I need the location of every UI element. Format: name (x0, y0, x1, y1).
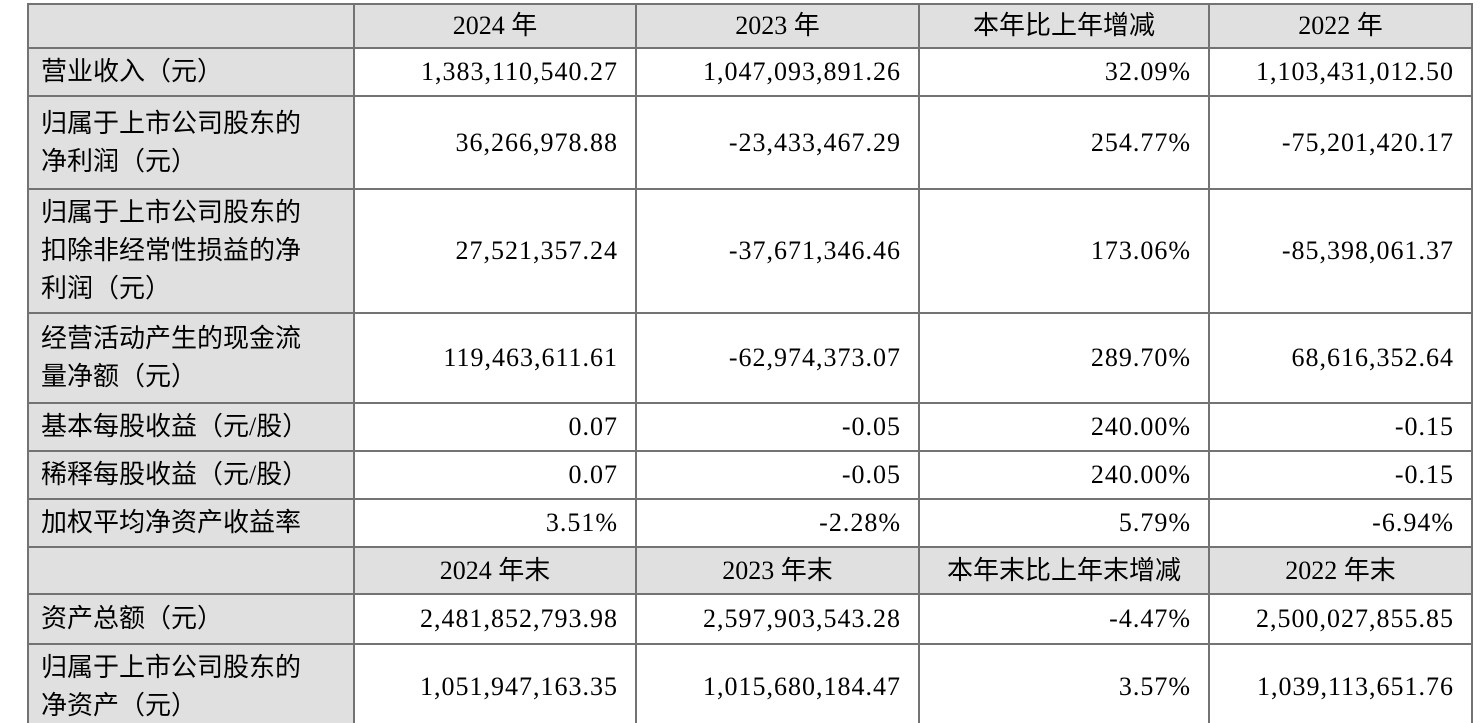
value-cell: 1,383,110,540.27 (353, 47, 637, 97)
value-cell: 240.00% (918, 402, 1210, 452)
metric-label: 资产总额（元） (27, 593, 355, 645)
value-cell: -0.15 (1208, 450, 1473, 500)
column-header-2024-end: 2024 年末 (353, 546, 637, 595)
value-cell: -37,671,346.46 (635, 188, 920, 314)
metric-label: 稀释每股收益（元/股） (27, 450, 355, 500)
value-cell: 32.09% (918, 47, 1210, 97)
value-cell: 3.57% (918, 643, 1210, 723)
value-cell: 119,463,611.61 (353, 312, 637, 404)
value-cell: -0.05 (635, 402, 920, 452)
table-row-weighted-avg-roe: 加权平均净资产收益率 3.51% -2.28% 5.79% -6.94% (27, 498, 1473, 548)
column-header-yoy-change: 本年比上年增减 (918, 3, 1210, 49)
value-cell: -0.15 (1208, 402, 1473, 452)
column-header-year-end-change: 本年末比上年末增减 (918, 546, 1210, 595)
metric-label: 归属于上市公司股东的 净利润（元） (27, 95, 355, 190)
header-row-annual: 2024 年 2023 年 本年比上年增减 2022 年 (27, 3, 1473, 49)
metric-label: 归属于上市公司股东的 净资产（元） (27, 643, 355, 723)
value-cell: -62,974,373.07 (635, 312, 920, 404)
value-cell: 2,481,852,793.98 (353, 593, 637, 645)
value-cell: 3.51% (353, 498, 637, 548)
metric-label: 归属于上市公司股东的 扣除非经常性损益的净 利润（元） (27, 188, 355, 314)
financial-summary-table: 2024 年 2023 年 本年比上年增减 2022 年 营业收入（元） 1,3… (27, 3, 1473, 723)
value-cell: 68,616,352.64 (1208, 312, 1473, 404)
column-header-2024: 2024 年 (353, 3, 637, 49)
value-cell: -0.05 (635, 450, 920, 500)
corner-cell (27, 546, 355, 595)
metric-label: 经营活动产生的现金流 量净额（元） (27, 312, 355, 404)
column-header-2022-end: 2022 年末 (1208, 546, 1473, 595)
value-cell: 1,103,431,012.50 (1208, 47, 1473, 97)
value-cell: 173.06% (918, 188, 1210, 314)
table-row-operating-cash-flow: 经营活动产生的现金流 量净额（元） 119,463,611.61 -62,974… (27, 312, 1473, 404)
header-row-year-end: 2024 年末 2023 年末 本年末比上年末增减 2022 年末 (27, 546, 1473, 595)
value-cell: 289.70% (918, 312, 1210, 404)
value-cell: 1,015,680,184.47 (635, 643, 920, 723)
value-cell: 36,266,978.88 (353, 95, 637, 190)
corner-cell (27, 3, 355, 49)
value-cell: 0.07 (353, 402, 637, 452)
column-header-2023-end: 2023 年末 (635, 546, 920, 595)
table-row-basic-eps: 基本每股收益（元/股） 0.07 -0.05 240.00% -0.15 (27, 402, 1473, 452)
value-cell: 1,039,113,651.76 (1208, 643, 1473, 723)
value-cell: -4.47% (918, 593, 1210, 645)
value-cell: 5.79% (918, 498, 1210, 548)
value-cell: 254.77% (918, 95, 1210, 190)
value-cell: 2,597,903,543.28 (635, 593, 920, 645)
table-row-net-profit-excl-nonrecurring: 归属于上市公司股东的 扣除非经常性损益的净 利润（元） 27,521,357.2… (27, 188, 1473, 314)
value-cell: 1,047,093,891.26 (635, 47, 920, 97)
value-cell: 0.07 (353, 450, 637, 500)
metric-label: 基本每股收益（元/股） (27, 402, 355, 452)
value-cell: 2,500,027,855.85 (1208, 593, 1473, 645)
value-cell: 27,521,357.24 (353, 188, 637, 314)
table-row-net-assets: 归属于上市公司股东的 净资产（元） 1,051,947,163.35 1,015… (27, 643, 1473, 723)
column-header-2022: 2022 年 (1208, 3, 1473, 49)
table-row-diluted-eps: 稀释每股收益（元/股） 0.07 -0.05 240.00% -0.15 (27, 450, 1473, 500)
metric-label: 营业收入（元） (27, 47, 355, 97)
value-cell: -85,398,061.37 (1208, 188, 1473, 314)
value-cell: -23,433,467.29 (635, 95, 920, 190)
table-row-total-assets: 资产总额（元） 2,481,852,793.98 2,597,903,543.2… (27, 593, 1473, 645)
column-header-2023: 2023 年 (635, 3, 920, 49)
value-cell: -75,201,420.17 (1208, 95, 1473, 190)
value-cell: 240.00% (918, 450, 1210, 500)
metric-label: 加权平均净资产收益率 (27, 498, 355, 548)
table-row-net-profit: 归属于上市公司股东的 净利润（元） 36,266,978.88 -23,433,… (27, 95, 1473, 190)
value-cell: 1,051,947,163.35 (353, 643, 637, 723)
value-cell: -2.28% (635, 498, 920, 548)
value-cell: -6.94% (1208, 498, 1473, 548)
table-row-revenue: 营业收入（元） 1,383,110,540.27 1,047,093,891.2… (27, 47, 1473, 97)
